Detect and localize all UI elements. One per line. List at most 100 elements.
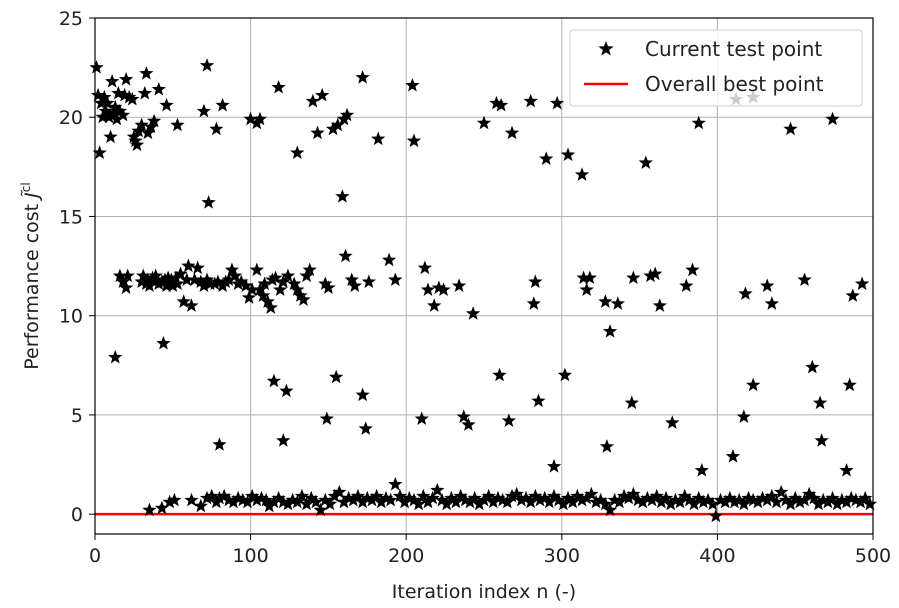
data-point — [392, 488, 408, 503]
data-point — [196, 278, 212, 292]
data-point — [501, 413, 517, 427]
data-point — [145, 270, 160, 285]
data-point — [302, 262, 317, 277]
data-point — [122, 89, 137, 104]
data-point — [444, 490, 459, 505]
data-point — [249, 492, 264, 507]
data-point — [335, 189, 350, 203]
data-point — [427, 298, 442, 312]
x-axis-label: Iteration index n (-) — [392, 581, 576, 603]
data-point — [98, 103, 114, 118]
data-point — [691, 490, 706, 505]
data-point — [355, 494, 370, 509]
data-point — [439, 496, 454, 511]
data-point — [280, 496, 296, 511]
data-point — [265, 272, 280, 287]
data-point — [694, 462, 709, 477]
data-point — [788, 490, 803, 505]
data-point — [570, 488, 585, 503]
data-point — [243, 111, 258, 126]
data-point — [240, 494, 255, 509]
data-point — [167, 492, 182, 507]
data-point — [378, 490, 394, 505]
data-point — [327, 488, 342, 503]
data-point — [406, 133, 422, 148]
data-point — [663, 496, 678, 511]
y-tick-label: 20 — [59, 107, 83, 129]
data-point — [161, 270, 176, 285]
data-point — [741, 490, 756, 505]
data-point — [546, 488, 562, 503]
y-tick-label: 5 — [71, 405, 83, 427]
data-point — [338, 248, 353, 263]
data-point — [643, 268, 658, 283]
data-point — [252, 111, 268, 126]
data-point — [347, 278, 362, 292]
data-point — [708, 508, 723, 523]
data-point — [461, 417, 476, 431]
data-point — [134, 117, 149, 132]
data-point — [346, 492, 361, 507]
data-point — [500, 494, 515, 509]
data-point — [414, 411, 429, 425]
data-point — [700, 492, 716, 507]
data-point — [125, 91, 140, 106]
data-point — [472, 496, 487, 511]
data-point — [783, 121, 798, 136]
x-tick-label: 100 — [232, 545, 268, 567]
data-point — [746, 377, 761, 392]
data-point — [108, 99, 123, 114]
data-point — [319, 411, 334, 425]
data-point — [150, 272, 165, 287]
data-point — [626, 270, 641, 285]
data-point — [607, 492, 622, 507]
data-point — [624, 395, 639, 410]
data-point — [165, 278, 180, 292]
data-point — [539, 151, 554, 165]
data-point — [263, 300, 278, 314]
data-point — [825, 490, 840, 505]
data-point — [199, 272, 215, 287]
data-point — [221, 492, 236, 507]
data-point — [560, 147, 576, 162]
data-point — [621, 490, 636, 505]
data-point — [467, 490, 482, 505]
data-point — [159, 97, 174, 112]
data-point — [584, 486, 599, 501]
data-point — [565, 494, 580, 509]
data-point — [862, 496, 878, 511]
data-point — [226, 494, 241, 509]
data-point — [344, 272, 359, 287]
data-point — [677, 488, 692, 503]
data-point — [532, 492, 548, 507]
data-point — [602, 502, 618, 517]
data-point — [329, 369, 344, 384]
data-point — [764, 488, 779, 503]
data-point — [162, 494, 177, 509]
data-point — [330, 117, 345, 132]
data-point — [792, 494, 807, 509]
data-point — [746, 492, 761, 507]
data-point — [190, 260, 205, 275]
data-point — [448, 494, 464, 509]
data-point — [750, 494, 765, 509]
data-point — [293, 288, 308, 302]
data-point — [797, 492, 812, 507]
data-point — [199, 58, 215, 72]
data-point — [210, 274, 226, 289]
legend-star-marker — [598, 41, 614, 56]
data-point — [254, 490, 269, 505]
data-point — [425, 490, 440, 505]
data-point — [209, 121, 224, 136]
data-point — [360, 490, 375, 505]
data-point — [111, 85, 126, 100]
data-point — [402, 490, 417, 505]
data-point — [493, 97, 509, 112]
data-point — [101, 109, 117, 124]
data-point — [235, 492, 250, 507]
data-point — [276, 494, 291, 509]
data-point — [134, 274, 149, 289]
data-point — [713, 492, 728, 507]
data-point — [140, 272, 156, 287]
data-point — [245, 282, 260, 296]
